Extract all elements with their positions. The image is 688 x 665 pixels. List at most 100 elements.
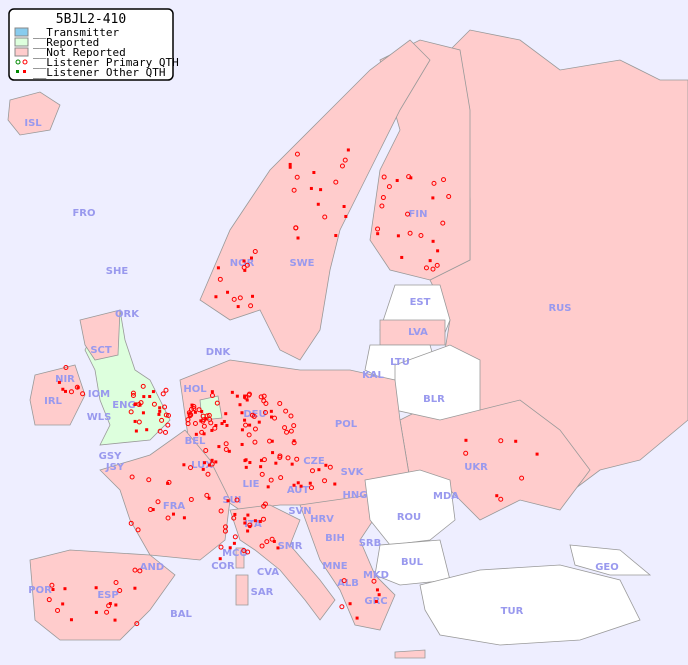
- listener-other-marker: [535, 452, 539, 456]
- listener-other-marker: [216, 266, 220, 270]
- listener-primary-marker: [246, 392, 252, 398]
- listener-primary-marker: [130, 390, 136, 396]
- listener-primary-marker: [283, 408, 289, 414]
- listener-other-marker: [319, 188, 323, 192]
- listener-primary-marker: [165, 412, 171, 418]
- listener-other-marker: [113, 618, 117, 622]
- listener-other-marker: [218, 557, 222, 561]
- legend: 5BJL2-410 __Transmitter __Reported __Not…: [8, 8, 179, 81]
- listener-other-marker: [431, 196, 435, 200]
- country-label-esp: ESP: [97, 590, 118, 601]
- legend-swatch-reported: [14, 37, 29, 47]
- listener-primary-marker: [269, 536, 275, 542]
- listener-other-marker: [342, 205, 346, 208]
- listener-primary-marker: [191, 406, 197, 412]
- land-iceland: [7, 91, 61, 136]
- listener-primary-marker: [259, 471, 265, 477]
- listener-primary-marker: [294, 174, 300, 180]
- country-label-ork: ORK: [115, 309, 140, 320]
- listener-other-marker: [214, 460, 218, 464]
- listener-other-marker: [299, 484, 303, 488]
- country-label-aut: AUT: [287, 485, 310, 496]
- listener-other-marker: [236, 305, 240, 309]
- listener-primary-marker: [160, 391, 166, 397]
- listener-primary-marker: [138, 400, 144, 406]
- legend-other-reported-icon: [16, 70, 19, 73]
- listener-other-marker: [226, 499, 230, 503]
- listener-other-marker: [133, 419, 137, 423]
- listener-other-marker: [396, 234, 400, 238]
- listener-other-marker: [400, 255, 404, 259]
- land-sardinia: [235, 574, 249, 606]
- listener-primary-marker: [498, 438, 504, 444]
- listener-other-marker: [244, 465, 248, 469]
- legend-box: [8, 8, 174, 81]
- listener-other-marker: [76, 386, 80, 390]
- listener-other-marker: [514, 439, 518, 443]
- listener-other-marker: [243, 459, 247, 463]
- listener-other-marker: [246, 529, 250, 533]
- listener-primary-marker: [68, 389, 74, 395]
- listener-primary-marker: [106, 603, 112, 609]
- country-label-mco: MCO: [222, 548, 248, 559]
- country-label-jsy: JSY: [105, 462, 125, 473]
- map-title: 5BJL2-410: [56, 12, 126, 27]
- listener-primary-marker: [308, 485, 314, 491]
- listener-primary-marker: [185, 421, 191, 427]
- listener-other-marker: [251, 294, 255, 298]
- listener-other-marker: [243, 517, 247, 521]
- listener-primary-marker: [222, 528, 228, 534]
- listener-other-marker: [272, 539, 276, 543]
- country-label-hrv: HRV: [310, 514, 334, 525]
- listener-primary-marker: [218, 508, 224, 514]
- listener-primary-marker: [165, 515, 171, 521]
- listener-primary-marker: [136, 419, 142, 425]
- legend-label-primary-qth: __Listener Primary QTH: [33, 56, 179, 69]
- listener-other-marker: [240, 442, 244, 446]
- country-label-lie: LIE: [243, 479, 260, 490]
- listener-other-marker: [238, 403, 242, 407]
- listener-other-marker: [203, 461, 207, 465]
- listener-other-marker: [246, 513, 250, 517]
- listener-other-marker: [257, 420, 261, 424]
- listener-other-marker: [171, 512, 175, 516]
- listener-other-marker: [436, 249, 440, 253]
- listener-primary-marker: [282, 425, 288, 431]
- listener-primary-marker: [132, 567, 138, 573]
- country-label-lva: LVA: [408, 327, 428, 338]
- country-label-ita: ITA: [244, 519, 262, 530]
- country-label-wls: WLS: [87, 412, 112, 423]
- listener-primary-marker: [407, 230, 413, 236]
- listener-other-marker: [151, 390, 155, 394]
- legend-label-not-reported: __Not Reported: [33, 46, 126, 59]
- country-label-rus: RUS: [548, 303, 571, 314]
- country-label-mne: MNE: [322, 561, 347, 572]
- listener-other-marker: [201, 467, 205, 471]
- listener-primary-marker: [322, 478, 328, 484]
- listener-primary-marker: [130, 393, 136, 399]
- listener-primary-marker: [46, 597, 52, 603]
- country-label-mkd: MKD: [363, 570, 389, 581]
- listener-other-marker: [222, 419, 226, 423]
- listener-primary-marker: [192, 420, 198, 426]
- country-label-srb: SRB: [359, 538, 382, 549]
- listener-other-marker: [377, 593, 381, 597]
- listener-primary-marker: [134, 621, 140, 627]
- listener-other-marker: [230, 390, 234, 394]
- listener-primary-marker: [74, 384, 80, 390]
- listener-other-marker: [142, 395, 146, 399]
- country-label-cva: CVA: [257, 567, 279, 578]
- legend-label-transmitter: __Transmitter: [33, 26, 119, 39]
- listener-primary-marker: [217, 276, 223, 282]
- country-label-nor: NOR: [230, 258, 255, 269]
- listener-primary-marker: [431, 180, 437, 186]
- listener-other-marker: [243, 394, 247, 398]
- listener-primary-marker: [284, 429, 290, 435]
- listener-primary-marker: [155, 499, 161, 505]
- listener-primary-marker: [278, 475, 284, 481]
- legend-swatch-not-reported: [14, 47, 29, 57]
- listener-other-marker: [57, 380, 61, 384]
- listener-primary-marker: [440, 220, 446, 226]
- listener-other-marker: [200, 409, 204, 413]
- land-italy: [229, 504, 336, 621]
